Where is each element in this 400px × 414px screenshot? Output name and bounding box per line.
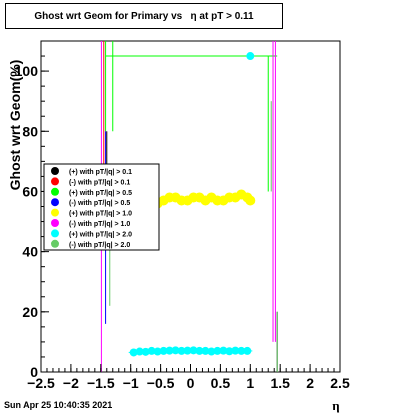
- legend-entry-0: (+) with pT/|q| > 0.1: [69, 169, 132, 176]
- x-tick-label: 0.5: [211, 375, 231, 391]
- chart-title-box: Ghost wrt Geom for Primary vs η at pT > …: [5, 3, 283, 29]
- legend-marker-0: [51, 167, 59, 175]
- legend-marker-2: [51, 187, 59, 196]
- legend-entry-4: (+) with pT/|q| > 1.0: [69, 211, 132, 218]
- x-tick-label: 1: [246, 375, 254, 391]
- legend-marker-5: [51, 219, 59, 227]
- x-tick-label: 2.5: [330, 375, 350, 391]
- x-tick-label: −0.5: [147, 375, 175, 391]
- timestamp: Sun Apr 25 10:40:35 2021: [4, 400, 113, 410]
- legend-marker-3: [51, 198, 59, 207]
- x-tick-label: 0: [187, 375, 195, 391]
- y-tick-label: 20: [22, 304, 38, 320]
- data-point-4-20: [245, 195, 256, 206]
- y-tick-label: 40: [22, 244, 38, 260]
- legend-marker-6: [51, 229, 59, 238]
- y-tick-label: 0: [30, 364, 38, 380]
- legend-entry-1: (-) with pT/|q| > 0.1: [69, 179, 130, 186]
- x-tick-label: −1: [123, 375, 139, 391]
- x-tick-label: −2: [63, 375, 79, 391]
- legend-entry-7: (-) with pT/|q| > 2.0: [69, 242, 130, 249]
- y-tick-label: 100: [15, 63, 39, 79]
- x-tick-label: −1.5: [87, 375, 115, 391]
- legend-marker-7: [51, 239, 59, 248]
- x-tick-label: 2: [306, 375, 314, 391]
- legend-entry-5: (-) with pT/|q| > 1.0: [69, 221, 130, 228]
- y-tick-label: 60: [22, 183, 38, 199]
- legend-box: [43, 163, 160, 251]
- y-axis-label: Ghost wrt Geom(%): [7, 60, 23, 191]
- chart-title: Ghost wrt Geom for Primary vs η at pT > …: [34, 10, 254, 22]
- x-tick-label: −2.5: [27, 375, 55, 391]
- data-point-6-20: [246, 52, 255, 61]
- legend-entry-6: (+) with pT/|q| > 2.0: [69, 231, 132, 238]
- x-axis-label: η: [332, 398, 339, 413]
- legend-marker-4: [51, 208, 59, 217]
- x-tick-label: 1.5: [270, 375, 290, 391]
- legend-entry-3: (-) with pT/|q| > 0.5: [69, 200, 130, 207]
- y-tick-label: 80: [22, 123, 38, 139]
- legend-entry-2: (+) with pT/|q| > 0.5: [69, 190, 132, 197]
- legend-marker-1: [51, 177, 59, 186]
